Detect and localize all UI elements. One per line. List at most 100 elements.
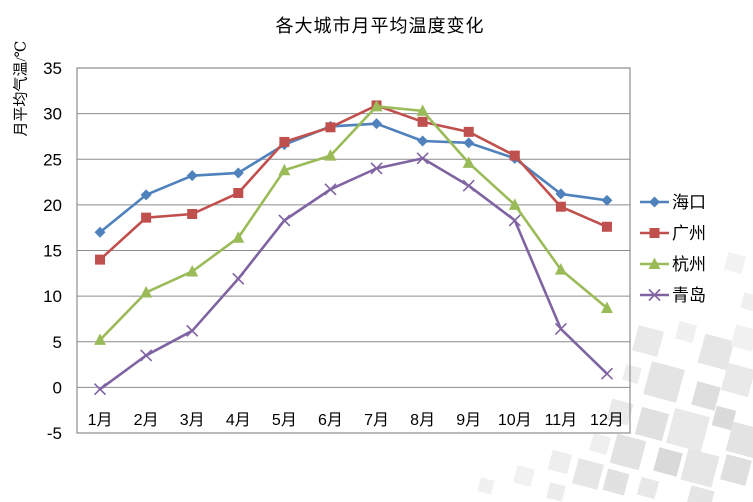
watermark-tile [632, 325, 664, 357]
marker-diamond [417, 135, 429, 147]
y-tick-label-25: 25 [43, 150, 62, 169]
watermark-tile [622, 364, 642, 384]
marker-square [141, 212, 152, 223]
marker-square [417, 116, 428, 127]
marker-diamond [232, 167, 244, 179]
watermark-tile [680, 448, 720, 488]
y-tick-label-20: 20 [43, 196, 62, 215]
watermark-tile [723, 251, 747, 275]
y-tick-label-35: 35 [43, 59, 62, 78]
legend-item-qingdao: 青岛 [640, 286, 706, 305]
legend-item-hangzhou: 杭州 [640, 255, 706, 274]
watermark-tile [720, 362, 753, 398]
legend-label-hangzhou: 杭州 [672, 255, 706, 274]
watermark-tile [685, 485, 715, 502]
x-tick-label-3: 3月 [180, 412, 205, 429]
watermark-tile [572, 458, 604, 490]
watermark-tile [674, 320, 698, 344]
y-tick-label-15: 15 [43, 242, 62, 261]
watermark-tile [477, 477, 495, 495]
watermark-tile [547, 449, 573, 475]
series-line-hangzhou [98, 105, 609, 342]
x-tick-label-2: 2月 [134, 412, 159, 429]
marker-x [648, 288, 661, 302]
watermark-tile [697, 333, 735, 371]
marker-x [600, 367, 614, 380]
marker-square [325, 122, 336, 133]
legend-item-haikou: 海口 [640, 193, 706, 212]
marker-triangle [140, 285, 153, 298]
marker-square [463, 126, 474, 137]
y-tick-label-10: 10 [43, 287, 62, 306]
watermark-tile [634, 406, 670, 442]
x-tick-label-6: 6月 [318, 412, 343, 429]
watermark-tile [665, 407, 711, 453]
marker-triangle [94, 333, 107, 345]
watermark-tile [546, 482, 566, 502]
marker-x [416, 152, 429, 165]
y-tick-label-30: 30 [43, 105, 62, 124]
marker-x [140, 349, 153, 362]
x-tick-label-4: 4月 [226, 412, 251, 429]
watermark-tile [606, 398, 634, 426]
marker-x [370, 162, 383, 175]
x-tick-label-11: 11月 [545, 412, 578, 429]
marker-x [508, 214, 521, 227]
watermark-tile [711, 405, 737, 431]
marker-square [601, 221, 612, 232]
marker-square [555, 201, 566, 212]
y-tick-label--5: -5 [47, 424, 62, 443]
watermark-tile [730, 324, 753, 352]
watermark-tile [512, 464, 536, 488]
watermark-pattern [477, 251, 753, 502]
marker-square [233, 188, 244, 199]
marker-diamond [140, 189, 152, 201]
y-axis-ticks: 35 30 25 20 15 10 5 0 -5 [43, 59, 62, 443]
marker-x [554, 322, 567, 336]
y-tick-label-5: 5 [53, 333, 62, 352]
x-tick-label-9: 9月 [456, 412, 481, 429]
x-tick-label-7: 7月 [364, 412, 389, 429]
legend-label-guangzhou: 广州 [672, 224, 706, 243]
watermark-tile [720, 454, 752, 486]
marker-square [509, 150, 520, 161]
legend-label-haikou: 海口 [672, 193, 706, 212]
marker-triangle [370, 99, 383, 112]
series-line-guangzhou [98, 104, 609, 261]
x-tick-label-10: 10月 [498, 412, 532, 429]
plot-border [76, 67, 631, 434]
legend-item-guangzhou: 广州 [640, 224, 706, 243]
series-hangzhou [94, 99, 613, 345]
marker-diamond [371, 118, 383, 130]
x-tick-label-1: 1月 [88, 412, 113, 429]
marker-triangle [324, 149, 337, 161]
marker-x [186, 324, 199, 337]
marker-triangle [600, 301, 613, 313]
watermark-tile [725, 421, 753, 459]
marker-square [279, 136, 290, 147]
watermark-tile [691, 381, 721, 411]
marker-triangle [648, 257, 661, 269]
marker-triangle [508, 198, 521, 210]
marker-triangle [462, 156, 475, 168]
marker-triangle [186, 264, 199, 277]
watermark-tile [636, 476, 660, 500]
y-tick-label-0: 0 [53, 378, 62, 397]
marker-square [649, 228, 660, 238]
marker-diamond [94, 226, 106, 238]
marker-diamond [601, 194, 613, 206]
marker-x [232, 272, 245, 285]
x-tick-label-8: 8月 [410, 412, 435, 429]
x-tick-label-12: 12月 [590, 412, 624, 429]
marker-x [278, 214, 291, 227]
marker-diamond [555, 188, 567, 200]
marker-triangle [232, 231, 245, 243]
x-axis-ticks: 1月 2月 3月 4月 5月 6月 7月 8月 9月 10月 11月 12月 [88, 412, 624, 429]
marker-square [95, 254, 106, 265]
watermark-tile [740, 292, 753, 312]
legend-label-qingdao: 青岛 [672, 286, 706, 305]
watermark-tile [643, 361, 685, 403]
chart-title: 各大城市月平均温度变化 [275, 16, 485, 36]
